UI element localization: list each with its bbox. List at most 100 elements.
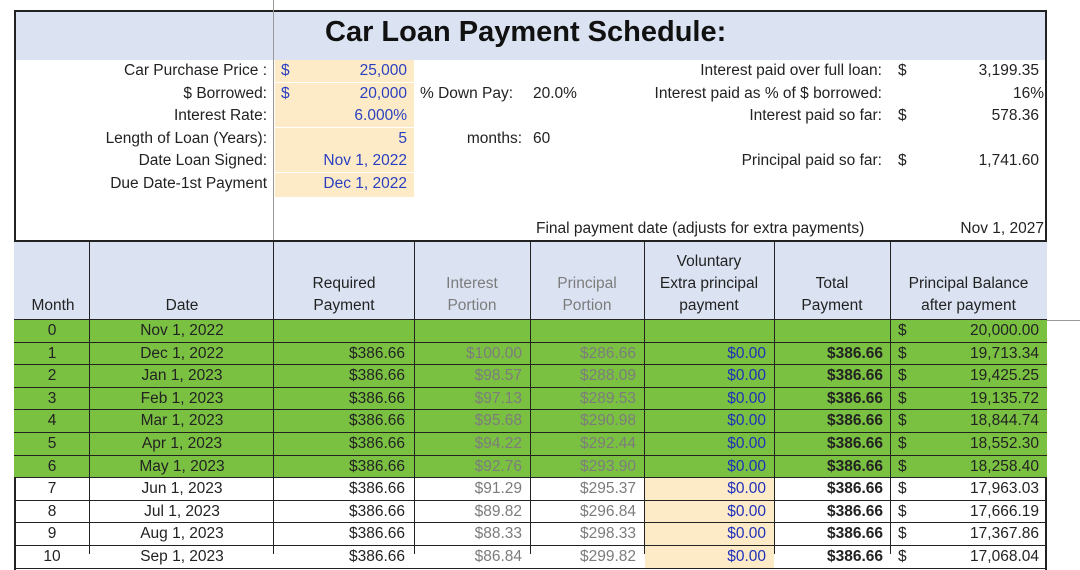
down-pay-value: 20.0%	[533, 85, 577, 102]
date-cell: Mar 1, 2023	[140, 412, 224, 430]
month-cell: 7	[47, 480, 57, 498]
column-divider	[890, 240, 891, 554]
interest-portion-cell: $94.22	[474, 435, 522, 452]
interest-so-far-value: 578.36	[991, 107, 1039, 124]
month-cell: 1	[47, 344, 57, 362]
interest-rate-value: 6.000%	[354, 107, 407, 124]
final-payment-label: Final payment date (adjusts for extra pa…	[536, 220, 865, 237]
interest-rate-input[interactable]	[275, 105, 414, 127]
purchase-price-value: 25,000	[359, 62, 407, 79]
required-payment-cell: $386.66	[348, 548, 405, 565]
interest-portion-cell: $95.68	[474, 412, 522, 430]
extra-payment-cell[interactable]: $0.00	[727, 502, 766, 520]
interest-portion-cell: $97.13	[474, 389, 522, 407]
balance-cell: 20,000.00	[970, 322, 1039, 339]
column-divider	[774, 240, 775, 554]
extra-payment-cell[interactable]: $0.00	[727, 367, 766, 385]
interest-portion-cell: $86.84	[474, 548, 522, 565]
interest-full-value: 3,199.35	[978, 62, 1039, 79]
balance-cell: 19,425.25	[970, 367, 1039, 385]
borrowed-input[interactable]	[275, 83, 414, 105]
extra-payment-input[interactable]	[645, 523, 774, 546]
loan-spreadsheet: Car Loan Payment Schedule: Car Purchase …	[14, 0, 1080, 570]
required-payment-cell: $386.66	[348, 480, 405, 498]
date-cell: Feb 1, 2023	[140, 389, 224, 407]
principal-portion-cell: $286.66	[579, 344, 636, 362]
interest-full-label: Interest paid over full loan:	[700, 62, 882, 79]
column-divider	[644, 240, 645, 554]
extra-payment-input[interactable]	[645, 478, 774, 501]
extra-payment-cell[interactable]: $0.00	[727, 525, 766, 543]
required-payment-cell: $386.66	[348, 457, 405, 475]
total-payment-cell: $386.66	[826, 525, 883, 543]
interest-portion-cell: $91.29	[474, 480, 522, 498]
interest-so-far-label: Interest paid so far:	[749, 107, 882, 124]
due-date-input[interactable]	[275, 173, 414, 197]
currency-sign: $	[898, 457, 907, 475]
column-divider	[89, 240, 90, 554]
col-date-header: Date	[165, 297, 199, 314]
principal-portion-cell: $290.98	[579, 412, 636, 430]
extra-payment-cell[interactable]: $0.00	[727, 457, 766, 475]
required-payment-cell: $386.66	[348, 389, 405, 407]
total-payment-cell	[774, 320, 883, 343]
month-cell: 8	[47, 502, 57, 520]
date-cell: Apr 1, 2023	[141, 435, 223, 452]
month-cell: 0	[47, 322, 57, 339]
required-payment-cell: $386.66	[348, 367, 405, 385]
extra-payment-cell[interactable]: $0.00	[727, 435, 766, 452]
date-signed-label: Date Loan Signed:	[138, 152, 267, 169]
total-payment-cell: $386.66	[826, 344, 883, 362]
col-interest-header: Interest Portion	[446, 275, 498, 314]
gridline	[1047, 320, 1080, 321]
month-cell: 2	[47, 367, 57, 385]
month-cell: 5	[47, 435, 57, 452]
extra-payment-cell[interactable]	[644, 320, 766, 343]
month-cell: 9	[47, 525, 57, 543]
extra-payment-cell[interactable]: $0.00	[727, 548, 766, 565]
total-payment-cell: $386.66	[826, 367, 883, 385]
principal-portion-cell: $289.53	[579, 389, 636, 407]
currency-sign: $	[898, 435, 907, 452]
column-divider	[414, 240, 415, 554]
balance-cell: 19,135.72	[970, 389, 1039, 407]
required-payment-cell: $386.66	[348, 435, 405, 452]
table-row: 9 Aug 1, 2023 $386.66 $88.33 $298.33 $0.00 $38…	[14, 523, 1047, 546]
title-band	[16, 12, 1045, 60]
currency-sign: $	[281, 85, 290, 102]
balance-cell: 17,963.03	[970, 480, 1039, 498]
balance-cell: 18,552.30	[970, 435, 1039, 452]
date-signed-input[interactable]	[275, 150, 414, 172]
loan-length-input[interactable]	[275, 128, 414, 150]
down-pay-label: % Down Pay:	[420, 85, 514, 102]
balance-cell: 17,068.04	[970, 548, 1039, 565]
header-divider	[14, 319, 1047, 320]
extra-payment-cell[interactable]: $0.00	[727, 480, 766, 498]
col-total-header: Total Payment	[801, 275, 863, 314]
total-payment-cell: $386.66	[826, 480, 883, 498]
month-cell: 6	[47, 457, 57, 475]
col-extra-header: Voluntary Extra principal payment	[659, 253, 759, 314]
extra-payment-cell[interactable]: $0.00	[727, 344, 766, 362]
date-signed-value: Nov 1, 2022	[323, 152, 407, 169]
extra-payment-cell[interactable]: $0.00	[727, 412, 766, 430]
interest-portion-cell: $88.33	[474, 525, 522, 543]
final-payment-value: Nov 1, 2027	[960, 220, 1044, 237]
date-cell: May 1, 2023	[139, 457, 225, 475]
principal-portion-cell: $298.33	[579, 525, 636, 543]
extra-payment-input[interactable]	[645, 500, 774, 524]
purchase-price-label: Car Purchase Price :	[124, 62, 267, 79]
col-balance-header: Principal Balance after payment	[908, 275, 1029, 314]
total-payment-cell: $386.66	[826, 457, 883, 475]
extra-payment-cell[interactable]: $0.00	[727, 389, 766, 407]
col-required-header: Required Payment	[312, 275, 376, 314]
balance-cell: 18,258.40	[970, 457, 1039, 475]
months-value: 60	[533, 130, 551, 147]
date-cell: Sep 1, 2023	[140, 548, 224, 565]
date-cell: Nov 1, 2022	[140, 322, 224, 339]
principal-portion-cell	[530, 320, 636, 343]
row-divider	[14, 567, 1047, 569]
currency-sign: $	[898, 62, 907, 79]
interest-portion-cell: $92.76	[474, 457, 522, 475]
purchase-price-input[interactable]	[275, 60, 414, 82]
